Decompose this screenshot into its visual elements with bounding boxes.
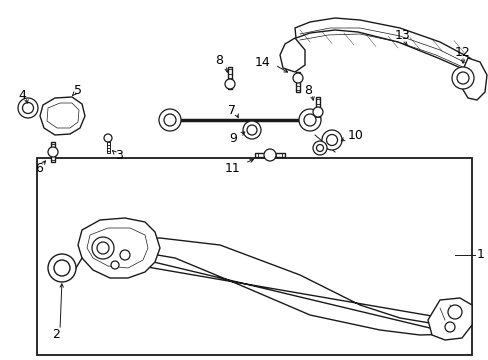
Circle shape <box>292 73 303 83</box>
Circle shape <box>48 254 76 282</box>
Circle shape <box>264 149 275 161</box>
Text: 2: 2 <box>52 328 60 342</box>
Text: 3: 3 <box>115 149 122 162</box>
Polygon shape <box>47 103 79 128</box>
Circle shape <box>298 109 320 131</box>
Text: 8: 8 <box>215 54 223 67</box>
Text: 12: 12 <box>454 45 470 59</box>
Circle shape <box>111 261 119 269</box>
Polygon shape <box>95 238 454 335</box>
Text: 5: 5 <box>74 84 82 96</box>
Text: 14: 14 <box>254 55 269 68</box>
Polygon shape <box>87 228 148 268</box>
Text: 7: 7 <box>227 104 236 117</box>
Circle shape <box>163 114 176 126</box>
Circle shape <box>321 130 341 150</box>
Polygon shape <box>227 67 231 89</box>
Text: 11: 11 <box>224 162 240 175</box>
Circle shape <box>54 260 70 276</box>
Circle shape <box>18 98 38 118</box>
Circle shape <box>312 141 326 155</box>
Polygon shape <box>427 298 471 340</box>
Circle shape <box>224 79 235 89</box>
Text: 6: 6 <box>35 162 43 175</box>
Circle shape <box>48 147 58 157</box>
Polygon shape <box>254 153 285 157</box>
Text: 9: 9 <box>229 131 237 144</box>
Polygon shape <box>294 18 479 78</box>
Circle shape <box>444 322 454 332</box>
Polygon shape <box>106 138 109 153</box>
Circle shape <box>316 144 323 152</box>
Circle shape <box>243 121 261 139</box>
Polygon shape <box>296 72 299 92</box>
Text: 10: 10 <box>347 129 363 141</box>
Polygon shape <box>40 97 85 135</box>
Circle shape <box>246 125 257 135</box>
Text: 1: 1 <box>476 248 484 261</box>
Circle shape <box>22 103 34 113</box>
Circle shape <box>159 109 181 131</box>
Circle shape <box>447 305 461 319</box>
Circle shape <box>304 114 315 126</box>
Circle shape <box>97 242 109 254</box>
Text: 4: 4 <box>18 89 26 102</box>
Polygon shape <box>461 58 486 100</box>
Circle shape <box>326 135 337 145</box>
Text: 8: 8 <box>304 84 311 96</box>
Circle shape <box>104 134 112 142</box>
Polygon shape <box>78 218 160 278</box>
Circle shape <box>451 67 473 89</box>
Circle shape <box>120 250 130 260</box>
Polygon shape <box>51 142 55 162</box>
Polygon shape <box>280 38 305 72</box>
Polygon shape <box>37 158 471 355</box>
Circle shape <box>92 237 114 259</box>
Circle shape <box>312 107 323 117</box>
Circle shape <box>456 72 468 84</box>
Text: 13: 13 <box>394 28 410 41</box>
Polygon shape <box>315 97 319 119</box>
